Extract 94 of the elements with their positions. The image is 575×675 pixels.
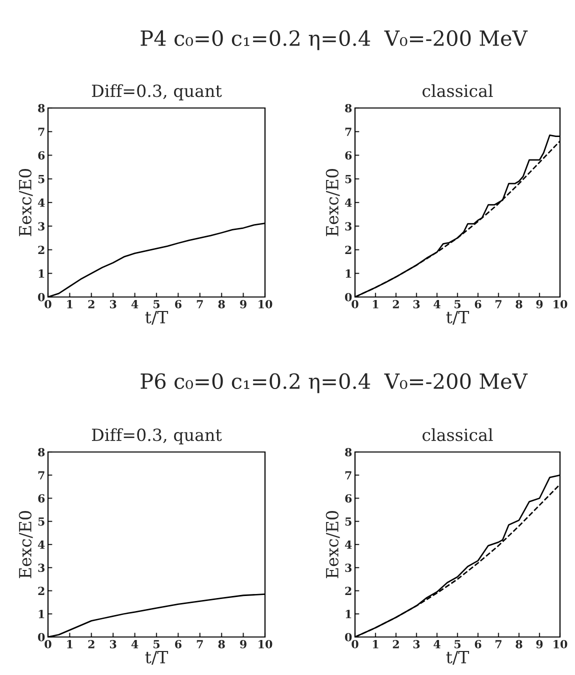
x-tick-label: 2 <box>88 640 94 648</box>
y-tick-label: 6 <box>38 151 45 160</box>
y-tick-label: 7 <box>38 471 44 480</box>
y-tick-label: 1 <box>346 610 352 618</box>
y-tick-label: 7 <box>345 128 352 136</box>
x-tick-label: 0 <box>352 640 358 648</box>
y-tick-label: 3 <box>38 222 45 231</box>
y-tick-label: 2 <box>38 246 44 254</box>
y-tick-label: 3 <box>345 564 352 572</box>
y-tick-label: 1 <box>38 269 44 278</box>
x-tick-label: 5 <box>154 300 160 308</box>
y-tick-label: 0 <box>345 292 352 302</box>
y-tick-label: 0 <box>38 292 45 302</box>
x-tick-label: 8 <box>218 300 225 308</box>
x-tick-label: 1 <box>67 640 72 648</box>
y-tick-label: 1 <box>38 610 44 618</box>
x-axis-title: t/T <box>145 311 168 325</box>
y-tick-label: 3 <box>38 564 45 572</box>
y-tick-label: 6 <box>38 494 45 503</box>
x-tick-label: 2 <box>392 640 399 648</box>
x-tick-label: 1 <box>372 300 378 308</box>
x-axis-title: t/T <box>446 651 470 665</box>
y-tick-label: 6 <box>345 151 352 160</box>
x-tick-label: 3 <box>413 640 420 648</box>
y-tick-label: 2 <box>345 586 352 595</box>
y-tick-label: 5 <box>345 517 352 526</box>
x-tick-label: 9 <box>240 640 246 648</box>
x-tick-label: 7 <box>196 300 203 308</box>
y-tick-label: 4 <box>344 198 352 207</box>
x-tick-label: 2 <box>88 300 94 308</box>
x-tick-label: 5 <box>454 640 461 648</box>
chart-title: Diff=0.3, quant <box>92 428 222 444</box>
y-tick-label: 7 <box>345 471 352 480</box>
y-tick-label: 6 <box>345 494 352 503</box>
y-axis-title: Eexc/E0 <box>18 511 33 578</box>
x-tick-label: 3 <box>413 300 420 308</box>
x-tick-label: 0 <box>44 640 52 648</box>
x-axis-title: t/T <box>145 651 168 665</box>
y-tick-label: 0 <box>345 632 352 642</box>
x-axis-title: t/T <box>446 311 470 325</box>
x-tick-label: 10 <box>258 300 272 308</box>
x-tick-label: 6 <box>474 640 482 648</box>
y-tick-label: 5 <box>345 174 352 184</box>
x-tick-label: 6 <box>175 300 182 308</box>
x-tick-label: 1 <box>67 300 72 308</box>
x-tick-label: 9 <box>240 300 246 308</box>
y-tick-label: 4 <box>38 198 45 207</box>
text: P6 c₀=0 c₁=0.2 η=0.4 V₀=-200 MeV <box>140 373 528 394</box>
y-tick-label: 4 <box>38 540 45 549</box>
y-tick-label: 3 <box>345 222 352 231</box>
y-axis-title: Eexc/E0 <box>326 511 340 578</box>
x-tick-label: 5 <box>154 640 160 648</box>
x-tick-label: 4 <box>434 300 440 308</box>
y-axis-title: Eexc/E0 <box>326 169 340 236</box>
x-tick-label: 4 <box>434 640 440 648</box>
x-tick-label: 7 <box>496 300 502 308</box>
x-tick-label: 0 <box>44 300 52 308</box>
y-axis-title: Eexc/E0 <box>18 169 33 236</box>
x-tick-label: 7 <box>496 640 502 648</box>
x-tick-label: 5 <box>454 300 461 308</box>
x-tick-label: 1 <box>372 640 378 648</box>
x-tick-label: 10 <box>258 640 272 648</box>
y-tick-label: 8 <box>38 104 45 112</box>
x-tick-label: 8 <box>516 640 522 648</box>
x-tick-label: 9 <box>536 300 543 308</box>
x-tick-label: 9 <box>536 640 543 648</box>
y-tick-label: 4 <box>344 540 352 549</box>
x-tick-label: 4 <box>131 300 138 308</box>
chart-title: classical <box>422 428 493 442</box>
x-tick-label: 0 <box>352 300 358 308</box>
y-tick-label: 0 <box>38 632 45 642</box>
x-tick-label: 6 <box>175 640 182 648</box>
chart-title: classical <box>422 84 493 98</box>
y-tick-label: 5 <box>38 174 44 184</box>
x-tick-label: 4 <box>131 640 138 648</box>
x-tick-label: 10 <box>554 300 568 308</box>
y-tick-label: 1 <box>346 269 352 278</box>
x-tick-label: 6 <box>474 300 482 308</box>
y-tick-label: 2 <box>38 586 44 595</box>
x-tick-label: 7 <box>196 640 203 648</box>
x-tick-label: 10 <box>554 640 568 648</box>
y-tick-label: 8 <box>38 448 45 456</box>
y-tick-label: 8 <box>345 104 352 112</box>
y-tick-label: 8 <box>345 448 352 456</box>
y-tick-label: 7 <box>38 128 44 136</box>
text: P4 c₀=0 c₁=0.2 η=0.4 V₀=-200 MeV <box>140 30 528 50</box>
y-tick-label: 2 <box>345 246 352 254</box>
chart-title: Diff=0.3, quant <box>92 84 222 100</box>
x-tick-label: 8 <box>516 300 522 308</box>
x-tick-label: 3 <box>110 640 116 648</box>
y-tick-label: 5 <box>38 517 44 526</box>
x-tick-label: 2 <box>392 300 399 308</box>
x-tick-label: 8 <box>218 640 225 648</box>
x-tick-label: 3 <box>110 300 116 308</box>
